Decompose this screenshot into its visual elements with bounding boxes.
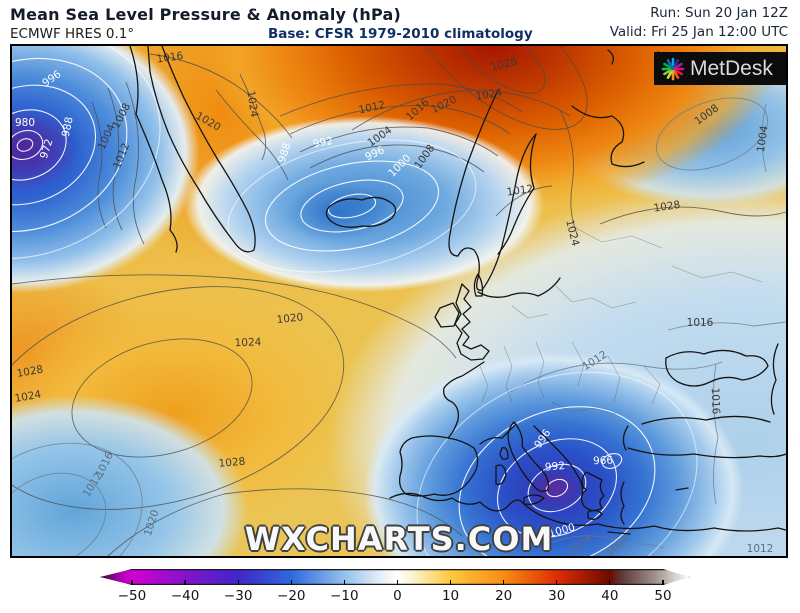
colorbar-tick-label: 40	[601, 588, 619, 604]
contour-label: 1016	[708, 387, 722, 415]
contour-label: 992	[544, 459, 566, 474]
metdesk-logo: MetDesk	[654, 52, 786, 85]
contour-label: 1012	[746, 542, 774, 555]
colorbar-tick-label: 10	[441, 588, 460, 604]
colorbar-tick-label: −20	[277, 588, 306, 604]
coastlines	[129, 46, 786, 535]
colorbar-tick	[609, 580, 611, 585]
colorbar-tick-label: −50	[117, 588, 147, 604]
contour-label: 1020	[276, 311, 304, 327]
page-title: Mean Sea Level Pressure & Anomaly (hPa)	[10, 5, 402, 24]
country-borders	[479, 225, 763, 415]
contour-label: 1024	[234, 336, 262, 350]
colorbar-tick-label: −40	[170, 588, 200, 604]
map-overlay	[12, 46, 786, 556]
isobars-dark	[12, 46, 786, 556]
colorbar-tick	[662, 580, 664, 585]
colorbar-tick	[396, 580, 399, 585]
isobars-slate	[12, 97, 786, 556]
colorbar-tick-label: 20	[495, 588, 513, 604]
model-label: ECMWF HRES 0.1°	[10, 26, 135, 42]
colorbar-tick-label: 0	[393, 588, 402, 604]
contour-label: 980	[14, 116, 36, 129]
colorbar-tick	[290, 580, 292, 585]
colorbar-gradient	[100, 569, 690, 585]
pressure-anomaly-map: 1016 1024 1020 1012 1016 1004 1008 1008 1004 1012…	[10, 44, 788, 558]
colorbar-tick	[343, 580, 345, 585]
metdesk-logo-text: MetDesk	[690, 56, 773, 80]
run-time-label: Run: Sun 20 Jan 12Z	[650, 5, 788, 21]
contour-label: 1024	[244, 89, 261, 119]
colorbar-outline	[100, 569, 690, 585]
contour-label: 1016	[686, 316, 714, 329]
colorbar-tick	[449, 580, 452, 585]
colorbar-tick	[556, 580, 558, 585]
contour-label: 1028	[218, 455, 246, 470]
colorbar-tick-label: −30	[223, 588, 253, 604]
colorbar-tick-label: 50	[654, 588, 672, 604]
climatology-base-label: Base: CFSR 1979-2010 climatology	[268, 26, 533, 42]
colorbar-tick	[503, 580, 505, 585]
contour-label: 996	[592, 452, 614, 466]
wxcharts-watermark: WXCHARTS.COM	[244, 520, 554, 558]
anomaly-colorbar: −50 −40 −30 −20 −10 0 10 20 30 40 50	[100, 569, 690, 609]
colorbar-tick-label: −10	[330, 588, 359, 604]
colorbar-tick-label: 30	[548, 588, 566, 604]
metdesk-pinwheel-icon	[661, 57, 685, 80]
colorbar-tick	[131, 580, 133, 585]
anomaly-shading	[12, 46, 786, 556]
valid-time-label: Valid: Fri 25 Jan 12:00 UTC	[609, 24, 788, 40]
colorbar-tick	[184, 580, 186, 585]
colorbar-tick	[237, 580, 239, 585]
